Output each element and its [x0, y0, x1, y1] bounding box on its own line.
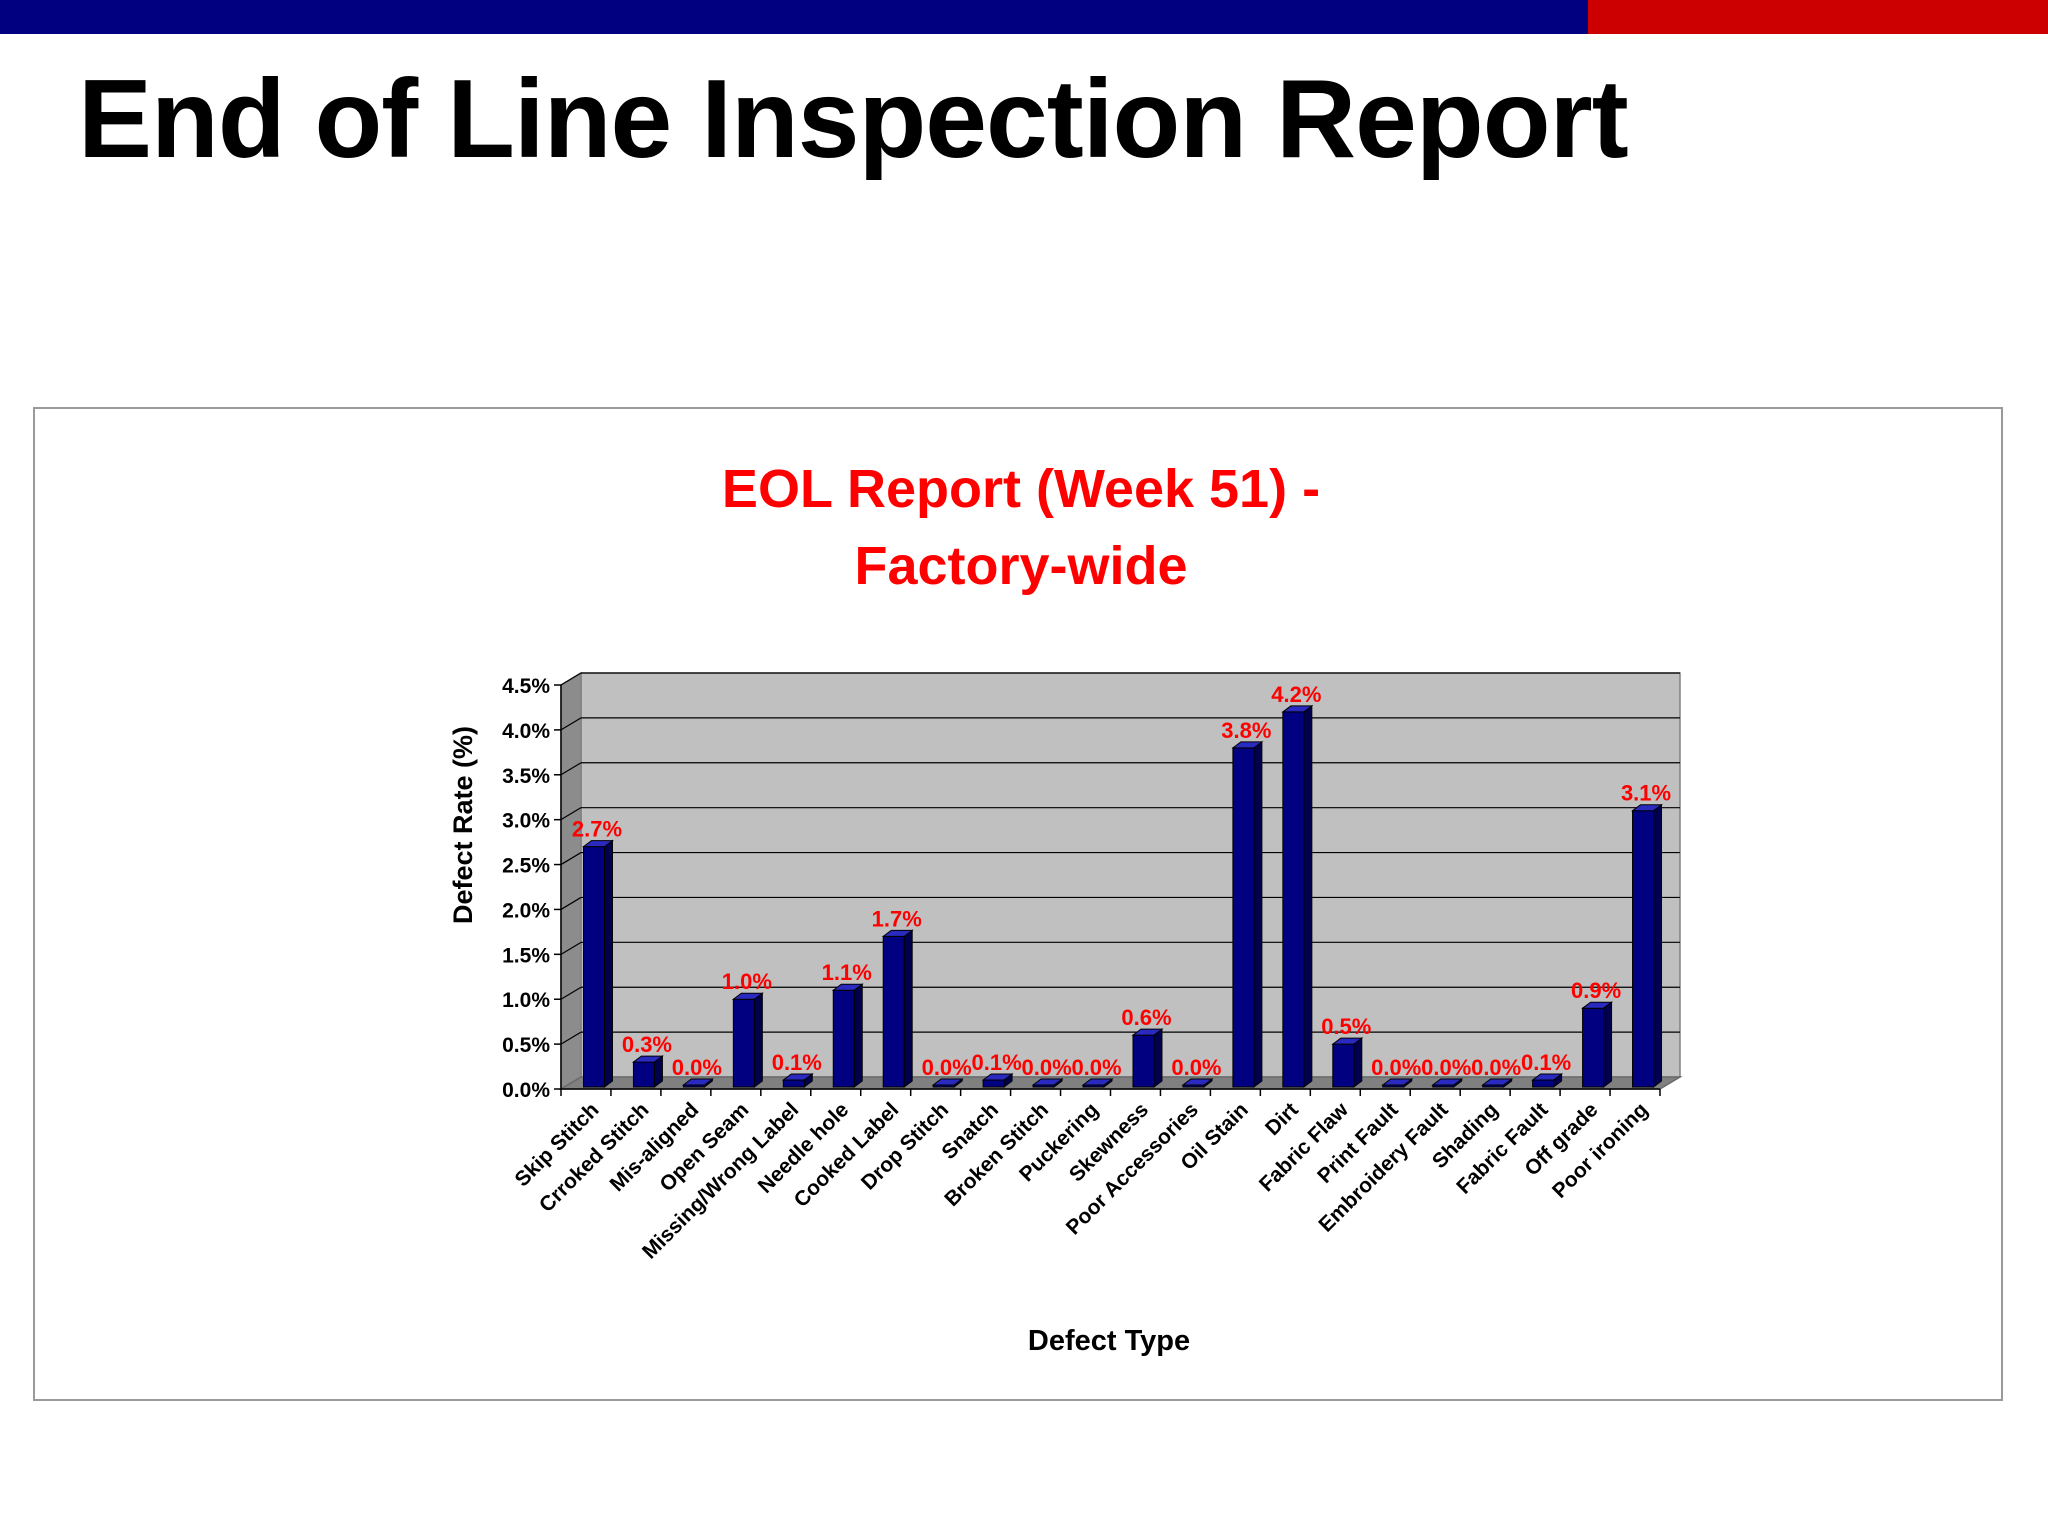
bar-side — [1153, 1028, 1163, 1088]
gridline-side — [560, 1031, 582, 1045]
gridline-side — [560, 986, 582, 1000]
data-label: 0.9% — [1571, 978, 1621, 1003]
bar-top — [1431, 1078, 1464, 1086]
y-tick-label: 3.5% — [502, 765, 550, 788]
y-axis-title: Defect Rate (%) — [448, 726, 478, 924]
bar — [882, 935, 905, 1088]
data-label: 0.0% — [1421, 1055, 1471, 1080]
data-label: 1.7% — [872, 906, 922, 931]
gridline-side — [560, 717, 582, 731]
gridline-side — [560, 852, 582, 866]
data-label: 4.2% — [1271, 682, 1321, 707]
bar — [632, 1061, 655, 1088]
slide-title: End of Line Inspection Report — [78, 57, 1629, 181]
data-label: 3.1% — [1621, 781, 1671, 806]
y-tick-label: 4.0% — [502, 720, 550, 743]
data-label: 0.0% — [1071, 1055, 1121, 1080]
bar-side — [753, 992, 763, 1088]
data-label: 0.0% — [1171, 1055, 1221, 1080]
top-bar-red — [1588, 0, 2048, 34]
bar — [782, 1079, 805, 1088]
bar-top — [1381, 1078, 1414, 1086]
bar-top — [1631, 804, 1664, 812]
data-label: 0.0% — [922, 1055, 972, 1080]
chart-title-line-2: Factory-wide — [854, 536, 1187, 596]
x-axis-title: Defect Type — [1028, 1325, 1190, 1357]
gridline-side — [560, 672, 582, 686]
bar-top — [1331, 1037, 1364, 1045]
bar — [1232, 747, 1255, 1088]
y-tick-label: 3.0% — [502, 810, 550, 833]
bar-side — [1303, 704, 1313, 1088]
chart-title-line-1: EOL Report (Week 51) - — [722, 459, 1320, 519]
bar-top — [581, 840, 614, 848]
bar-top — [981, 1073, 1014, 1081]
bar — [832, 989, 855, 1088]
gridline-side — [560, 896, 582, 910]
bar-top — [881, 929, 914, 937]
top-bar-blue — [0, 0, 1588, 34]
bar-top — [831, 983, 864, 991]
bar — [1132, 1034, 1155, 1088]
gridline-side — [560, 941, 582, 955]
data-label: 0.6% — [1121, 1005, 1171, 1030]
data-label: 0.0% — [1021, 1055, 1071, 1080]
bar-side — [903, 929, 913, 1088]
x-tick-label: Dirt — [1261, 1098, 1303, 1140]
bar — [982, 1079, 1005, 1088]
bar-top — [1531, 1073, 1564, 1081]
bar-top — [1581, 1001, 1614, 1009]
data-label: 0.1% — [772, 1050, 822, 1075]
y-tick-label: 1.5% — [502, 944, 550, 967]
y-tick-label: 4.5% — [502, 675, 550, 698]
data-label: 3.8% — [1221, 718, 1271, 743]
bar-chart: EOL Report (Week 51) - Factory-wide 0.0%… — [448, 459, 1683, 1357]
data-label: 0.5% — [1321, 1014, 1371, 1039]
bar — [582, 846, 605, 1088]
bar-side — [1653, 803, 1663, 1088]
bar-top — [731, 992, 764, 1000]
bar — [1282, 711, 1305, 1088]
chart-frame: EOL Report (Week 51) - Factory-wide 0.0%… — [33, 407, 2003, 1401]
gridline-side — [560, 762, 582, 776]
y-tick-label: 0.0% — [502, 1079, 550, 1102]
bar-top — [1481, 1078, 1514, 1086]
bar — [1632, 810, 1655, 1088]
bar-top — [631, 1055, 664, 1063]
bar — [732, 998, 755, 1088]
bar — [1582, 1007, 1605, 1088]
data-label: 0.0% — [672, 1055, 722, 1080]
bar-top — [1181, 1078, 1214, 1086]
bar-side — [1603, 1001, 1613, 1088]
bar-side — [603, 839, 613, 1088]
bar-side — [1253, 740, 1263, 1088]
data-label: 0.0% — [1471, 1055, 1521, 1080]
y-tick-label: 0.5% — [502, 1034, 550, 1057]
bar — [1532, 1079, 1555, 1088]
gridline-side — [560, 807, 582, 821]
data-label: 1.0% — [722, 969, 772, 994]
data-label: 0.0% — [1371, 1055, 1421, 1080]
bar-top — [681, 1078, 714, 1086]
bar — [1332, 1043, 1355, 1088]
data-label: 0.1% — [972, 1050, 1022, 1075]
bar-top — [1031, 1078, 1064, 1086]
bar-top — [781, 1073, 814, 1081]
data-label: 2.7% — [572, 817, 622, 842]
bar-top — [931, 1078, 964, 1086]
y-tick-label: 2.5% — [502, 855, 550, 878]
bar-top — [1281, 705, 1314, 713]
bar-side — [1353, 1037, 1363, 1088]
bar-top — [1231, 741, 1264, 749]
bar-top — [1131, 1028, 1164, 1036]
plot-side-wall — [560, 671, 582, 1091]
y-tick-label: 2.0% — [502, 899, 550, 922]
bar-side — [853, 983, 863, 1088]
data-label: 0.1% — [1521, 1050, 1571, 1075]
data-label: 0.3% — [622, 1032, 672, 1057]
bar-top — [1081, 1078, 1114, 1086]
data-label: 1.1% — [822, 960, 872, 985]
y-tick-label: 1.0% — [502, 989, 550, 1012]
